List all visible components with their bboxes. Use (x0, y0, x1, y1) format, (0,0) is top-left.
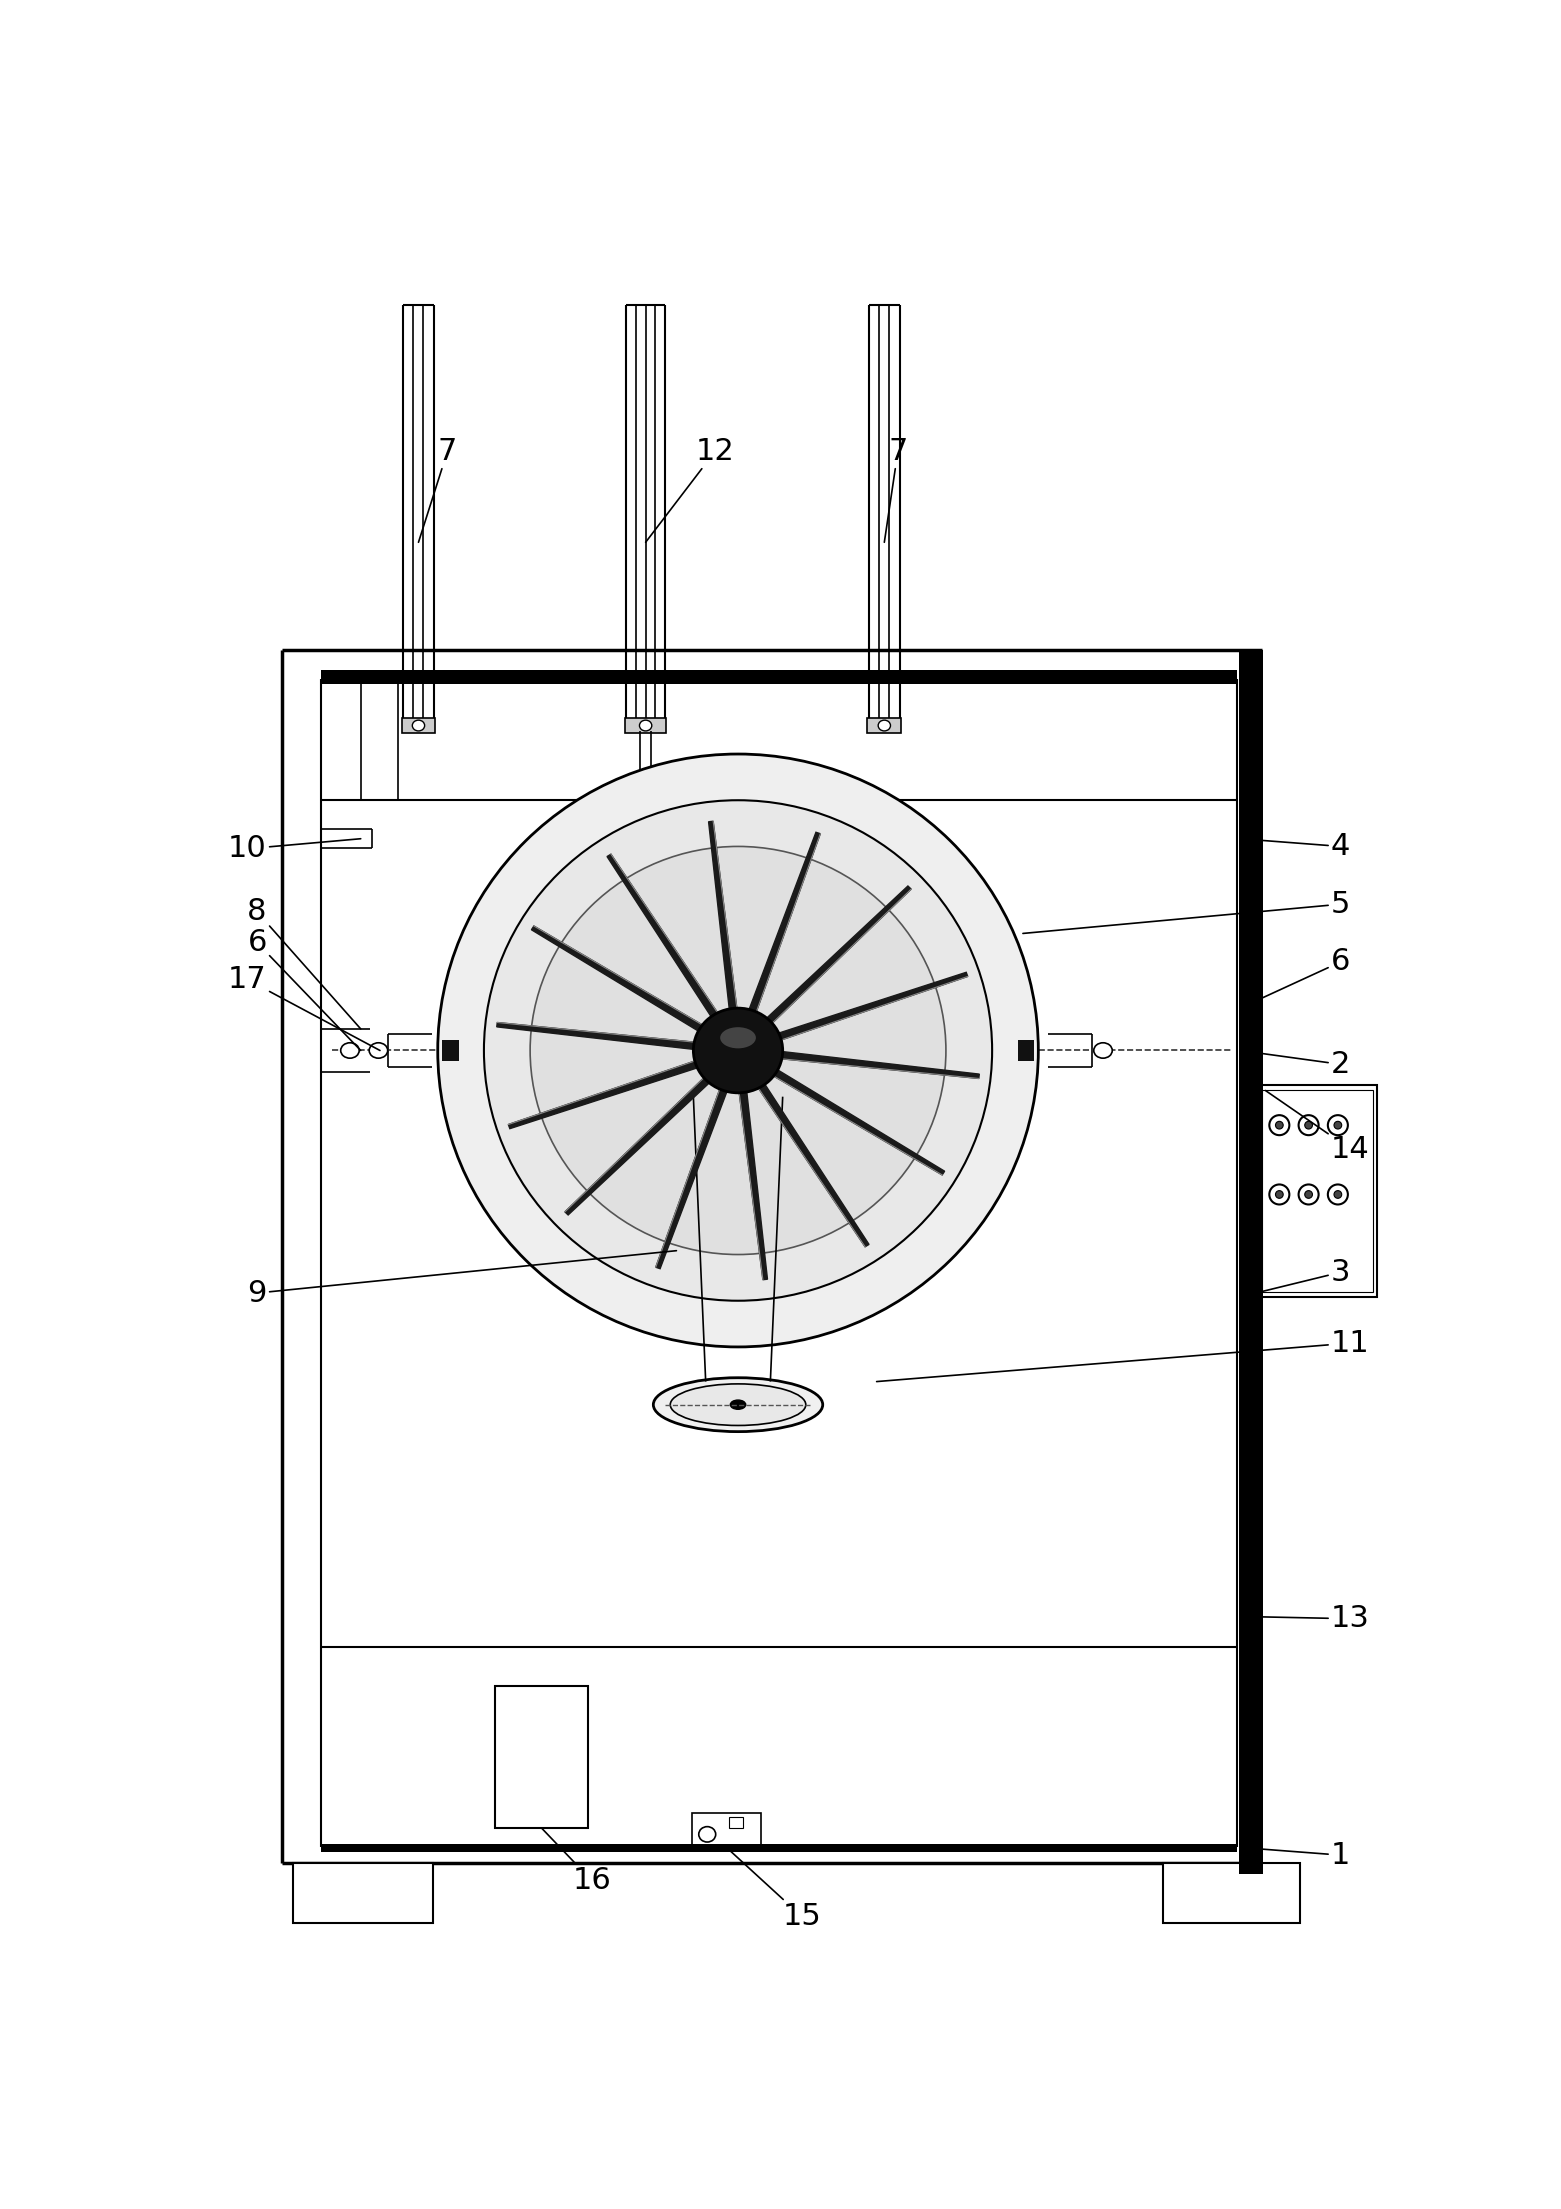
Ellipse shape (1269, 1184, 1289, 1204)
Ellipse shape (437, 753, 1038, 1347)
Ellipse shape (1275, 1122, 1283, 1129)
Bar (729, 1818, 743, 1829)
Text: 1: 1 (1239, 1840, 1350, 1869)
Ellipse shape (670, 1383, 805, 1425)
Text: 17: 17 (228, 965, 379, 1051)
Text: 7: 7 (418, 437, 457, 541)
Polygon shape (748, 833, 821, 1016)
Bar (624, 718, 667, 733)
Ellipse shape (1335, 1191, 1342, 1197)
Text: 8: 8 (247, 897, 361, 1029)
Text: 4: 4 (1239, 833, 1350, 862)
Bar (1163, 1862, 1300, 1922)
Ellipse shape (484, 800, 993, 1301)
Ellipse shape (531, 846, 946, 1255)
Text: 9: 9 (247, 1250, 676, 1308)
Bar (1258, 1085, 1377, 1297)
Bar (442, 1040, 459, 1060)
Polygon shape (607, 855, 720, 1021)
Bar (1238, 649, 1263, 1875)
Polygon shape (709, 822, 737, 1012)
Text: 6: 6 (1239, 948, 1350, 1007)
Ellipse shape (640, 720, 652, 731)
Ellipse shape (1299, 1116, 1319, 1135)
Ellipse shape (699, 1827, 715, 1842)
Ellipse shape (1094, 1043, 1113, 1058)
Ellipse shape (879, 720, 890, 731)
Polygon shape (776, 972, 968, 1040)
Bar (401, 718, 436, 733)
Ellipse shape (720, 1027, 756, 1049)
Bar (320, 669, 1236, 685)
Text: 6: 6 (247, 928, 361, 1051)
Ellipse shape (654, 1378, 823, 1431)
Bar (1263, 1089, 1372, 1292)
Text: 5: 5 (1022, 890, 1350, 934)
Bar (868, 718, 901, 733)
Text: 10: 10 (228, 835, 361, 864)
Text: 3: 3 (1239, 1257, 1350, 1297)
Bar (320, 1845, 1236, 1851)
Bar (692, 1814, 762, 1847)
Ellipse shape (412, 720, 425, 731)
Polygon shape (765, 886, 912, 1025)
Ellipse shape (370, 1043, 387, 1058)
Ellipse shape (1275, 1191, 1283, 1197)
Ellipse shape (1328, 1184, 1347, 1204)
Polygon shape (531, 926, 706, 1034)
Polygon shape (771, 1067, 944, 1175)
Text: 13: 13 (1239, 1604, 1371, 1632)
Bar (1018, 1040, 1035, 1060)
Ellipse shape (1269, 1116, 1289, 1135)
Bar (293, 1862, 432, 1922)
Polygon shape (738, 1089, 768, 1279)
Ellipse shape (1335, 1122, 1342, 1129)
Ellipse shape (731, 1401, 746, 1409)
Text: 15: 15 (726, 1847, 821, 1931)
Ellipse shape (1305, 1122, 1313, 1129)
Text: 2: 2 (1239, 1049, 1350, 1078)
Ellipse shape (1328, 1116, 1347, 1135)
Ellipse shape (693, 1007, 782, 1093)
Text: 14: 14 (1266, 1091, 1369, 1164)
Text: 11: 11 (877, 1328, 1369, 1381)
Polygon shape (509, 1060, 701, 1129)
Polygon shape (777, 1051, 979, 1078)
Text: 16: 16 (542, 1829, 610, 1895)
Polygon shape (757, 1082, 869, 1246)
Polygon shape (656, 1087, 727, 1268)
Ellipse shape (1299, 1184, 1319, 1204)
Polygon shape (496, 1023, 698, 1049)
Text: 12: 12 (646, 437, 734, 541)
Text: 7: 7 (885, 437, 907, 541)
Ellipse shape (1305, 1191, 1313, 1197)
Bar (495, 1685, 588, 1829)
Polygon shape (565, 1076, 712, 1215)
Ellipse shape (340, 1043, 359, 1058)
